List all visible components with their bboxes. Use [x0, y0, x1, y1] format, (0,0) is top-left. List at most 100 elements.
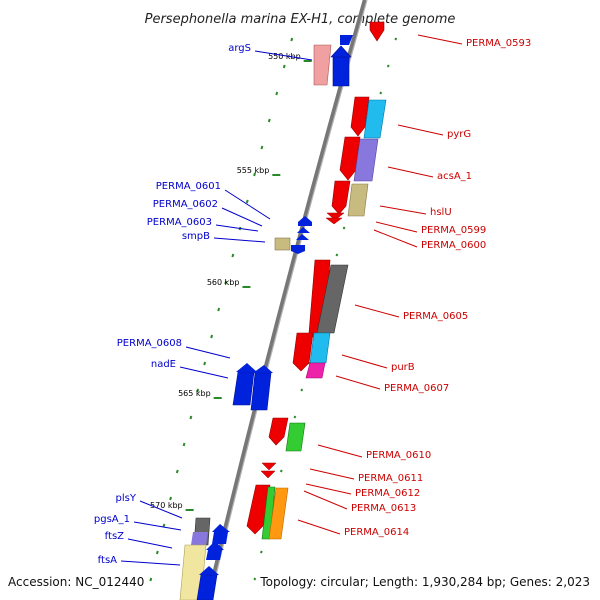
tick-mark	[169, 496, 173, 501]
genome-backbone	[205, 0, 368, 600]
leader-line	[120, 560, 181, 566]
tick-mark	[149, 577, 153, 582]
gene-perma-0593[interactable]	[369, 21, 385, 42]
gene-label[interactable]: pyrG	[447, 129, 471, 140]
tick-mark	[217, 307, 221, 312]
gene-label[interactable]: PERMA_0593	[466, 38, 531, 49]
gene-label[interactable]: PERMA_0608	[117, 338, 182, 349]
tick-mark	[210, 334, 214, 339]
gene-label[interactable]: hslU	[430, 207, 452, 218]
tick-mark	[259, 550, 263, 554]
leader-line	[387, 166, 434, 178]
gene-acsa-1[interactable]	[339, 136, 361, 181]
kbp-label: 555 kbp	[237, 166, 270, 175]
map-title: Persephonella marina EX-H1, complete gen…	[145, 12, 456, 27]
rna-perma-0605[interactable]	[316, 264, 349, 334]
gene-label[interactable]: PERMA_0599	[421, 225, 486, 236]
leader-line	[397, 124, 444, 136]
gene-label[interactable]: argS	[228, 43, 251, 54]
gene-label[interactable]: PERMA_0600	[421, 240, 486, 251]
gene-label[interactable]: PERMA_0611	[358, 473, 423, 484]
gene-hslu[interactable]	[331, 180, 351, 215]
leader-line	[317, 444, 363, 458]
leader-line	[373, 229, 418, 248]
leader-line	[309, 468, 355, 480]
gene-label[interactable]: PERMA_0605	[403, 311, 468, 322]
gene-perma-0608[interactable]	[232, 363, 257, 406]
gene-label[interactable]: nadE	[151, 359, 176, 370]
feature-track	[179, 21, 387, 600]
leader-line	[417, 34, 463, 45]
kbp-label: 560 kbp	[207, 278, 240, 287]
gene-label[interactable]: plsY	[116, 493, 137, 504]
leader-line	[379, 205, 427, 215]
rna-hslu[interactable]	[347, 183, 369, 217]
leader-line	[213, 237, 266, 243]
rna-perma-0610[interactable]	[285, 422, 306, 452]
gene-label[interactable]: PERMA_0614	[344, 527, 409, 538]
leader-line	[303, 490, 348, 510]
gene-nade[interactable]	[250, 365, 273, 411]
leader-line	[215, 224, 259, 232]
tick-mark	[290, 37, 294, 42]
gene-purb[interactable]	[292, 332, 314, 372]
rna-pyrg[interactable]	[363, 99, 387, 139]
gene-perma-0610[interactable]	[268, 417, 289, 446]
rna-args[interactable]	[313, 35, 353, 86]
gene-label[interactable]: PERMA_0612	[355, 488, 420, 499]
gene-ftsa[interactable]	[196, 566, 219, 600]
tick-mark	[203, 361, 207, 366]
tick-mark	[335, 253, 339, 257]
topology-text: Topology: circular; Length: 1,930,284 bp…	[259, 575, 590, 589]
gene-perma-0611[interactable]	[261, 462, 277, 471]
gene-smpb[interactable]	[274, 237, 305, 254]
leader-line	[133, 521, 182, 531]
gene-perma-0612[interactable]	[260, 470, 276, 479]
leader-line	[254, 50, 313, 61]
tick-mark	[253, 172, 257, 177]
tick-mark	[253, 577, 257, 581]
rna-purb[interactable]	[309, 332, 331, 364]
leader-line	[139, 500, 183, 519]
gene-pyrg[interactable]	[350, 96, 370, 137]
gene-perma-0614[interactable]	[268, 487, 289, 540]
leader-line	[305, 483, 352, 495]
gene-label[interactable]: PERMA_0610	[366, 450, 431, 461]
rna-acsa-1[interactable]	[353, 138, 379, 182]
gene-perma-0613[interactable]	[246, 484, 271, 535]
gene-label[interactable]: PERMA_0602	[153, 199, 218, 210]
tick-mark	[282, 64, 286, 69]
gene-label[interactable]: PERMA_0603	[147, 217, 212, 228]
leader-line	[354, 304, 400, 318]
leader-line	[179, 366, 229, 379]
gene-perma-0600[interactable]	[325, 217, 343, 225]
gene-perma-0607[interactable]	[305, 362, 326, 379]
gene-pgsa-1[interactable]	[212, 524, 230, 544]
gene-label[interactable]: PERMA_0607	[384, 383, 449, 394]
leader-line	[335, 375, 381, 390]
gene-perma-0601[interactable]	[298, 216, 312, 226]
tick-mark	[275, 91, 279, 96]
gene-label[interactable]: PERMA_0601	[156, 181, 221, 192]
gene-label[interactable]: ftsA	[98, 555, 117, 566]
gene-perma-0602[interactable]	[297, 227, 310, 233]
tick-mark	[162, 523, 166, 528]
gene-label[interactable]: acsA_1	[437, 171, 472, 182]
gene-label[interactable]: pgsA_1	[94, 514, 130, 525]
tick-mark	[300, 388, 304, 392]
gene-perma-0599[interactable]	[326, 212, 345, 221]
gene-label[interactable]: purB	[391, 362, 415, 373]
gene-label[interactable]: PERMA_0613	[351, 503, 416, 514]
tick-mark	[279, 469, 283, 473]
kbp-label: 570 kbp	[150, 501, 183, 510]
tick-mark	[224, 280, 228, 285]
gene-label[interactable]: ftsZ	[105, 531, 124, 542]
leader-line	[127, 538, 173, 549]
gene-label[interactable]: smpB	[182, 231, 210, 242]
gene-args[interactable]	[330, 45, 352, 87]
tick-mark	[155, 550, 159, 555]
gene-perma-0603[interactable]	[296, 234, 309, 240]
rna-plsy[interactable]	[191, 532, 208, 545]
